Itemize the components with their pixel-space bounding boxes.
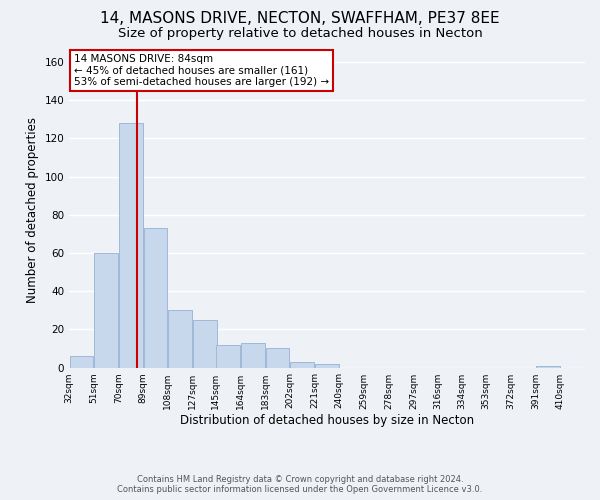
Text: Size of property relative to detached houses in Necton: Size of property relative to detached ho… <box>118 28 482 40</box>
Bar <box>169 310 192 368</box>
Bar <box>143 228 167 368</box>
Bar <box>290 362 314 368</box>
Text: 14, MASONS DRIVE, NECTON, SWAFFHAM, PE37 8EE: 14, MASONS DRIVE, NECTON, SWAFFHAM, PE37… <box>100 11 500 26</box>
Bar <box>241 342 265 367</box>
Bar <box>193 320 217 368</box>
Bar <box>536 366 560 368</box>
Text: Contains HM Land Registry data © Crown copyright and database right 2024.
Contai: Contains HM Land Registry data © Crown c… <box>118 474 482 494</box>
Bar <box>315 364 339 368</box>
Y-axis label: Number of detached properties: Number of detached properties <box>26 117 39 303</box>
Bar <box>217 344 240 368</box>
Text: 14 MASONS DRIVE: 84sqm
← 45% of detached houses are smaller (161)
53% of semi-de: 14 MASONS DRIVE: 84sqm ← 45% of detached… <box>74 54 329 88</box>
X-axis label: Distribution of detached houses by size in Necton: Distribution of detached houses by size … <box>180 414 474 428</box>
Bar <box>266 348 289 368</box>
Bar <box>94 253 118 368</box>
Bar <box>70 356 93 368</box>
Bar <box>119 123 143 368</box>
